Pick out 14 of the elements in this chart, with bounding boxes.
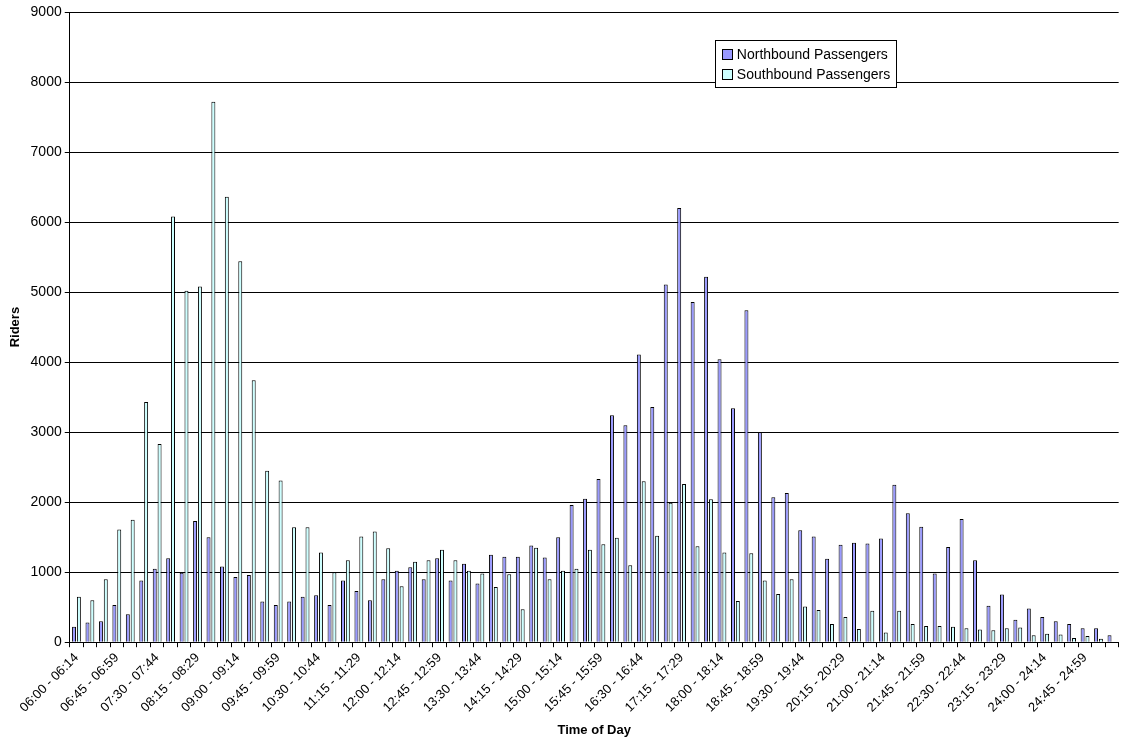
y-tick-label: 6000: [30, 212, 62, 229]
y-tick-label: 9000: [30, 2, 62, 19]
y-tick-label: 1000: [30, 563, 62, 580]
y-axis-title: Riders: [7, 306, 23, 348]
y-tick-label: 3000: [30, 422, 62, 439]
legend-label: Southbound Passengers: [736, 65, 891, 84]
y-tick-label: 2000: [30, 493, 62, 510]
legend-label: Northbound Passengers: [736, 45, 888, 64]
x-axis-title: Time of Day: [557, 721, 632, 737]
y-tick-label: 8000: [30, 72, 62, 89]
y-tick-label: 5000: [30, 282, 62, 299]
y-tick-label: 7000: [30, 142, 62, 159]
y-tick-label: 0: [53, 633, 62, 650]
y-tick-label: 4000: [30, 352, 62, 369]
